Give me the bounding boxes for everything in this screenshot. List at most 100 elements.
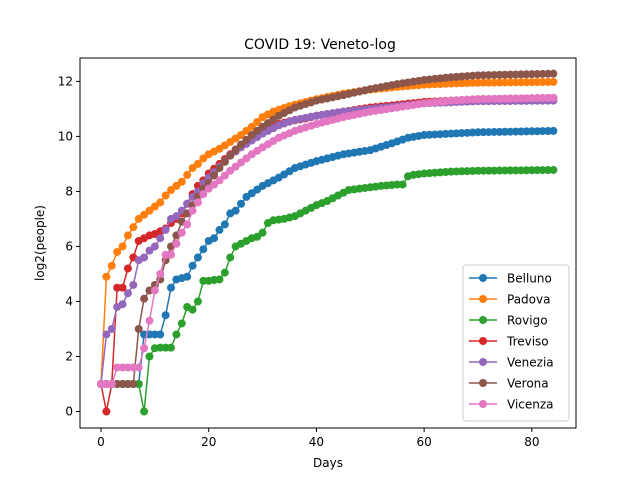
data-point-verona: [242, 135, 251, 144]
data-point-rovigo: [172, 330, 181, 339]
data-point-verona: [210, 171, 219, 180]
data-point-verona: [549, 69, 558, 78]
data-point-belluno: [215, 225, 224, 234]
data-point-padova: [123, 231, 132, 240]
legend-marker-verona: [479, 379, 487, 387]
data-point-padova: [172, 181, 181, 190]
data-point-treviso: [123, 264, 132, 273]
data-point-padova: [118, 242, 127, 251]
data-point-verona: [215, 164, 224, 173]
data-point-treviso: [118, 283, 127, 292]
legend-marker-rovigo: [479, 316, 487, 324]
chart-title: COVID 19: Veneto-log: [244, 37, 396, 53]
data-point-rovigo: [220, 268, 229, 277]
data-point-rovigo: [145, 352, 154, 361]
legend-marker-vicenza: [479, 400, 487, 408]
data-point-verona: [231, 146, 240, 155]
series-verona: [97, 69, 558, 388]
x-axis-title: Days: [313, 456, 343, 470]
data-point-rovigo: [140, 407, 149, 416]
y-tick-label: 10: [58, 129, 73, 143]
data-point-padova: [193, 159, 202, 168]
data-point-vicenza: [134, 363, 143, 372]
data-point-venezia: [150, 242, 159, 251]
data-point-padova: [253, 117, 262, 126]
data-point-belluno: [193, 253, 202, 262]
data-point-belluno: [188, 261, 197, 270]
data-point-rovigo: [549, 165, 558, 174]
data-point-padova: [145, 206, 154, 215]
data-point-venezia: [129, 280, 138, 289]
data-point-belluno: [156, 330, 165, 339]
data-point-vicenza: [150, 286, 159, 295]
data-point-venezia: [123, 289, 132, 298]
data-point-rovigo: [193, 297, 202, 306]
data-point-belluno: [231, 206, 240, 215]
data-point-venezia: [161, 225, 170, 234]
data-point-venezia: [145, 246, 154, 255]
data-point-belluno: [237, 199, 246, 208]
x-axis: 0 20 40 60 80: [97, 428, 539, 449]
x-tick-label: 60: [416, 435, 431, 449]
x-tick-label: 80: [524, 435, 539, 449]
data-point-verona: [140, 294, 149, 303]
data-point-venezia: [156, 234, 165, 243]
data-point-rovigo: [398, 180, 407, 189]
data-point-padova: [129, 223, 138, 232]
data-point-padova: [242, 126, 251, 135]
data-point-belluno: [199, 245, 208, 254]
data-point-vicenza: [167, 250, 176, 259]
data-point-vicenza: [156, 269, 165, 278]
data-point-vicenza: [549, 93, 558, 102]
data-point-padova: [102, 272, 111, 281]
data-point-vicenza: [140, 344, 149, 353]
data-point-venezia: [172, 212, 181, 221]
y-axis-title: log2(people): [33, 205, 47, 281]
data-point-verona: [226, 151, 235, 160]
plot-frame: [79, 57, 577, 429]
y-axis: 0 2 4 6 8 10 12: [58, 74, 80, 418]
data-point-venezia: [107, 324, 116, 333]
y-tick-label: 2: [65, 349, 73, 363]
data-point-vicenza: [220, 171, 229, 180]
data-point-belluno: [161, 311, 170, 320]
data-point-padova: [183, 170, 192, 179]
legend-label-venezia: Venezia: [507, 356, 554, 370]
data-point-verona: [134, 324, 143, 333]
y-tick-label: 0: [65, 404, 73, 418]
legend: Belluno Padova Rovigo Treviso Venezia Verona V…: [462, 264, 570, 422]
data-point-belluno: [167, 283, 176, 292]
data-point-rovigo: [167, 343, 176, 352]
x-tick-label: 40: [309, 435, 324, 449]
data-point-vicenza: [177, 228, 186, 237]
data-point-vicenza: [204, 184, 213, 193]
data-point-padova: [161, 191, 170, 200]
data-point-verona: [237, 140, 246, 149]
legend-marker-treviso: [479, 337, 487, 345]
data-point-vicenza: [215, 176, 224, 185]
x-tick-label: 20: [201, 435, 216, 449]
data-point-venezia: [140, 253, 149, 262]
data-point-padova: [107, 261, 116, 270]
data-point-rovigo: [215, 275, 224, 284]
data-point-vicenza: [188, 206, 197, 215]
data-point-padova: [134, 214, 143, 223]
data-point-treviso: [102, 407, 111, 416]
data-point-rovigo: [188, 305, 197, 314]
legend-label-vicenza: Vicenza: [507, 398, 554, 412]
y-tick-label: 6: [65, 239, 73, 253]
series-rovigo: [97, 165, 558, 416]
series-layer: [97, 69, 558, 416]
legend-label-treviso: Treviso: [506, 335, 549, 349]
legend-marker-venezia: [479, 358, 487, 366]
data-point-rovigo: [226, 253, 235, 262]
legend-label-rovigo: Rovigo: [507, 314, 548, 328]
data-point-verona: [220, 157, 229, 166]
legend-box: [462, 264, 570, 422]
data-point-vicenza: [145, 316, 154, 325]
data-point-padova: [549, 77, 558, 86]
x-tick-label: 0: [97, 435, 105, 449]
data-point-vicenza: [242, 154, 251, 163]
data-point-vicenza: [226, 166, 235, 175]
